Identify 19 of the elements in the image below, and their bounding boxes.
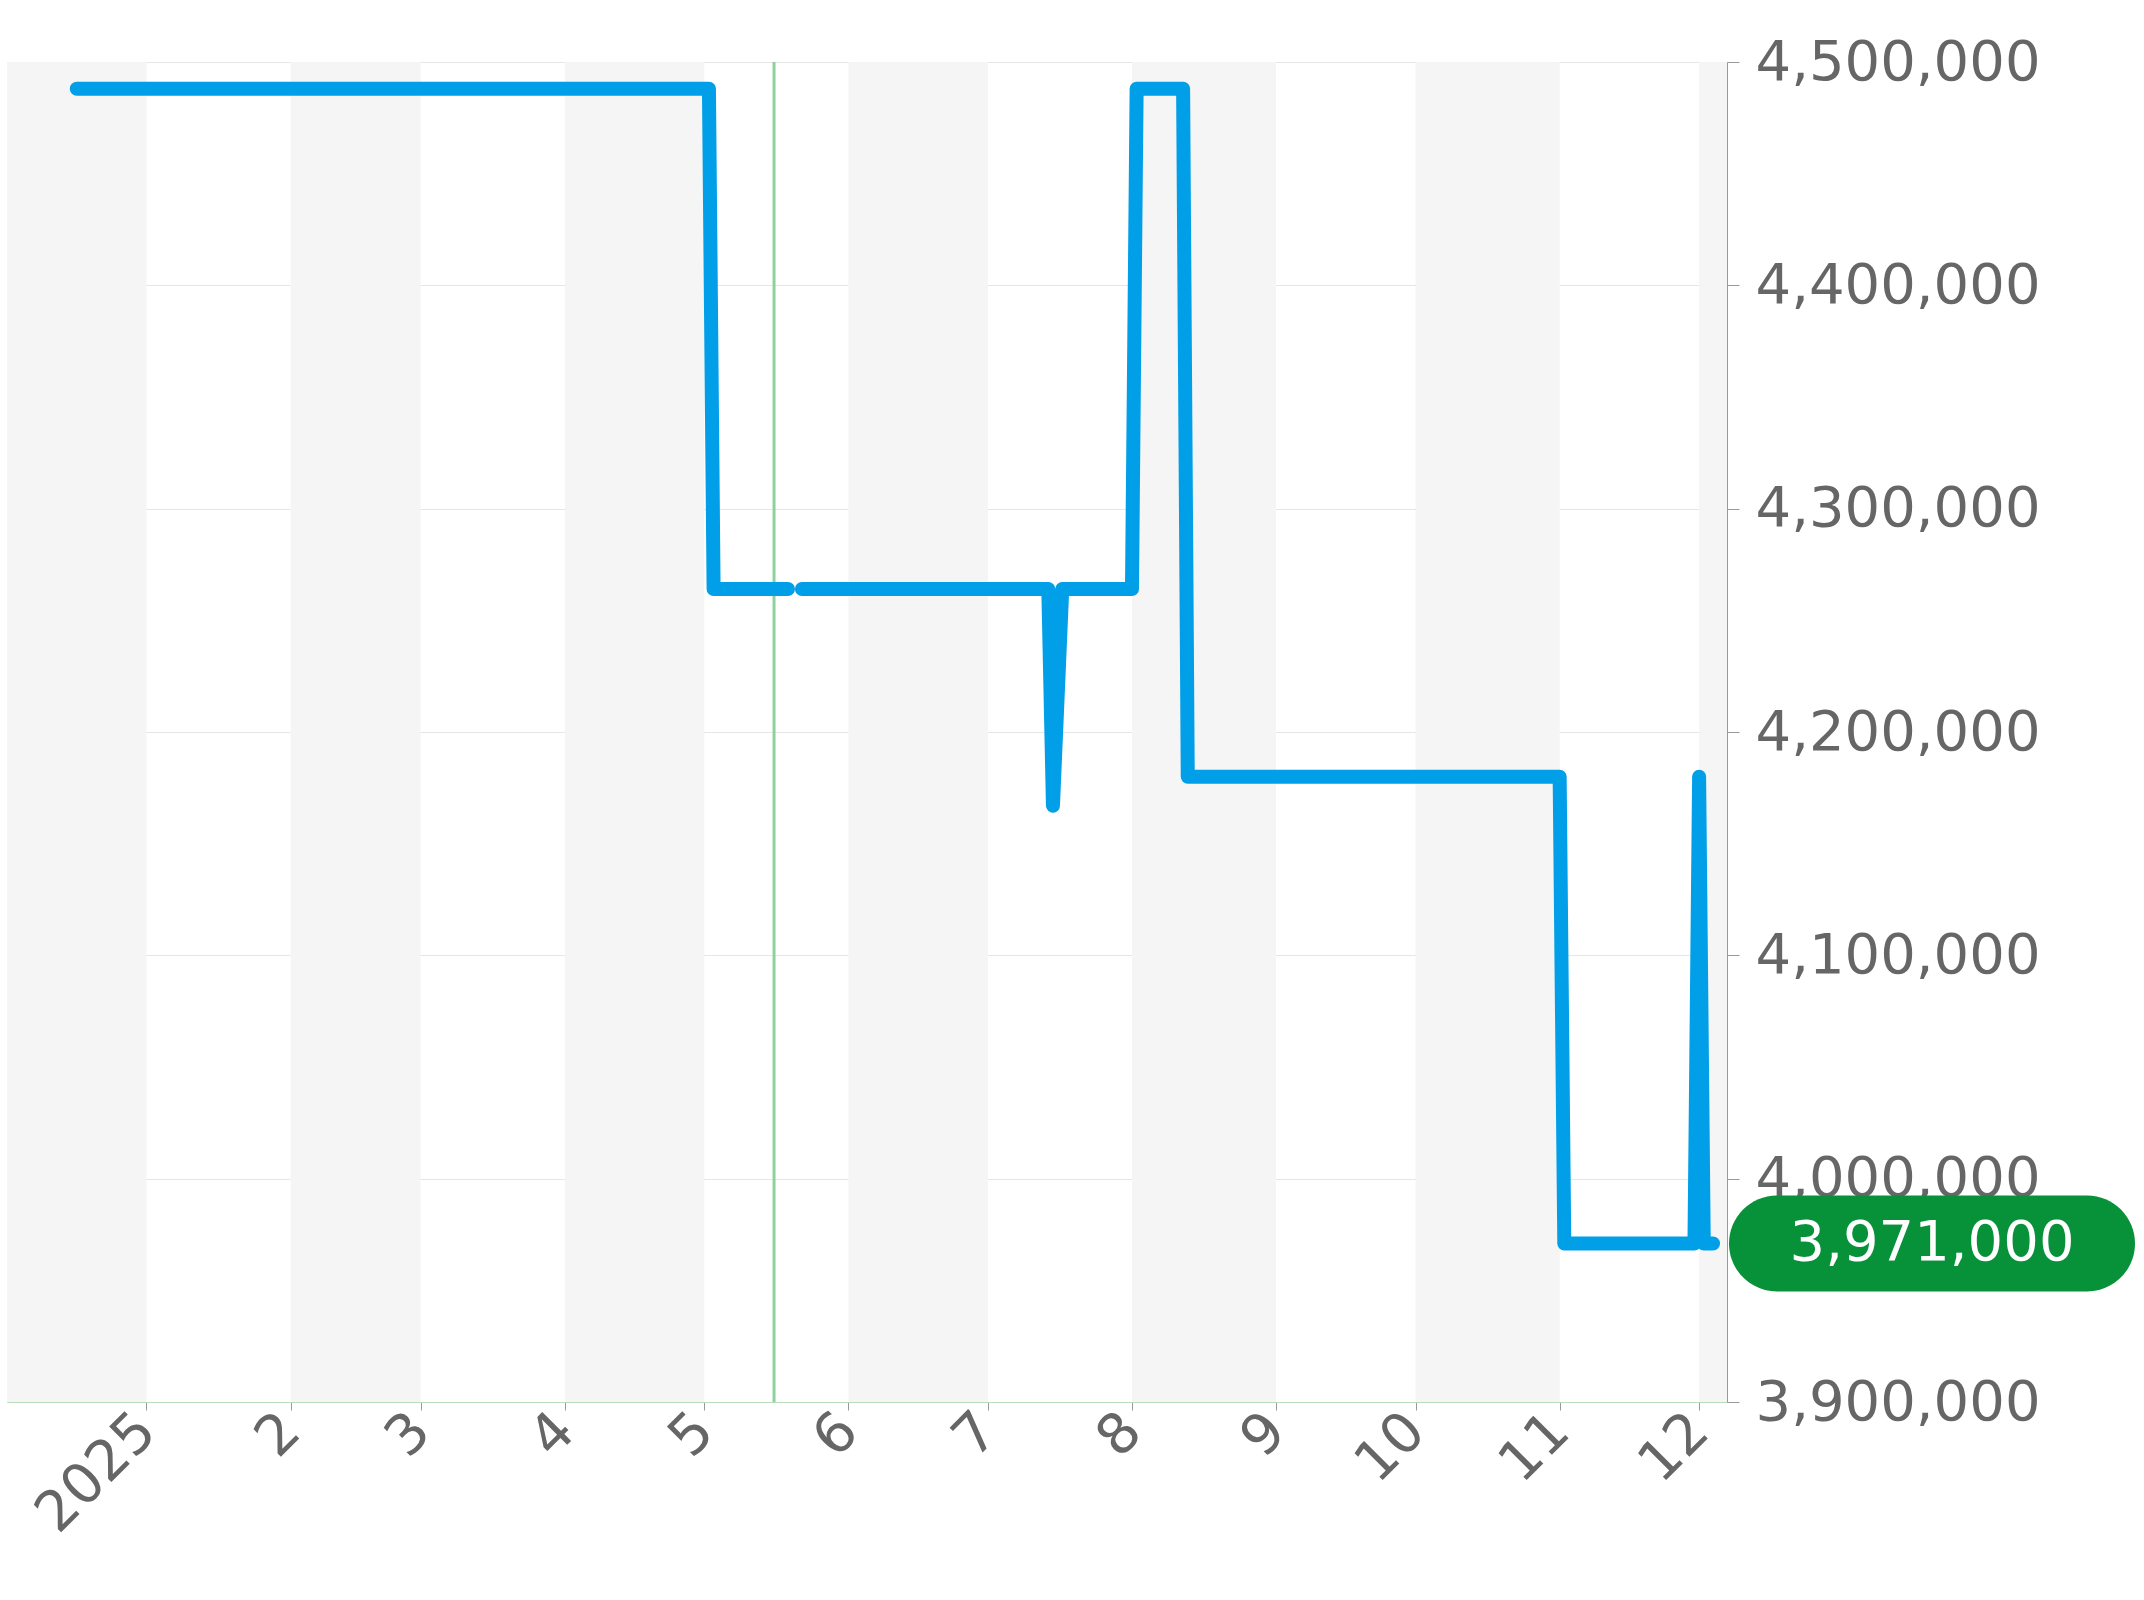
- y-tick-label: 4,400,000: [1755, 250, 2041, 316]
- x-tick-label: 7: [938, 1397, 1010, 1469]
- x-tick-label: 6: [798, 1397, 871, 1469]
- x-tick-label: 2: [241, 1397, 313, 1469]
- x-tick-label: 12: [1624, 1397, 1721, 1495]
- y-tick-label: 4,500,000: [1755, 27, 2041, 93]
- x-tick-label: 5: [654, 1397, 727, 1469]
- y-tick-label: 3,900,000: [1755, 1367, 2041, 1433]
- x-tick-label: 9: [1226, 1397, 1298, 1469]
- y-tick-label: 4,000,000: [1755, 1144, 2041, 1210]
- y-tick-label: 4,200,000: [1755, 697, 2041, 763]
- y-tick-label: 4,300,000: [1755, 474, 2041, 540]
- text: 3,971,000: [1789, 1208, 2075, 1274]
- y-tick-label: 4,100,000: [1755, 920, 2041, 986]
- x-tick-label: 3: [371, 1397, 443, 1469]
- x-tick-label: 8: [1082, 1397, 1154, 1469]
- x-tick-label: 11: [1485, 1397, 1582, 1495]
- x-tick-label: 10: [1340, 1397, 1438, 1495]
- x-tick-label: 4: [515, 1397, 587, 1469]
